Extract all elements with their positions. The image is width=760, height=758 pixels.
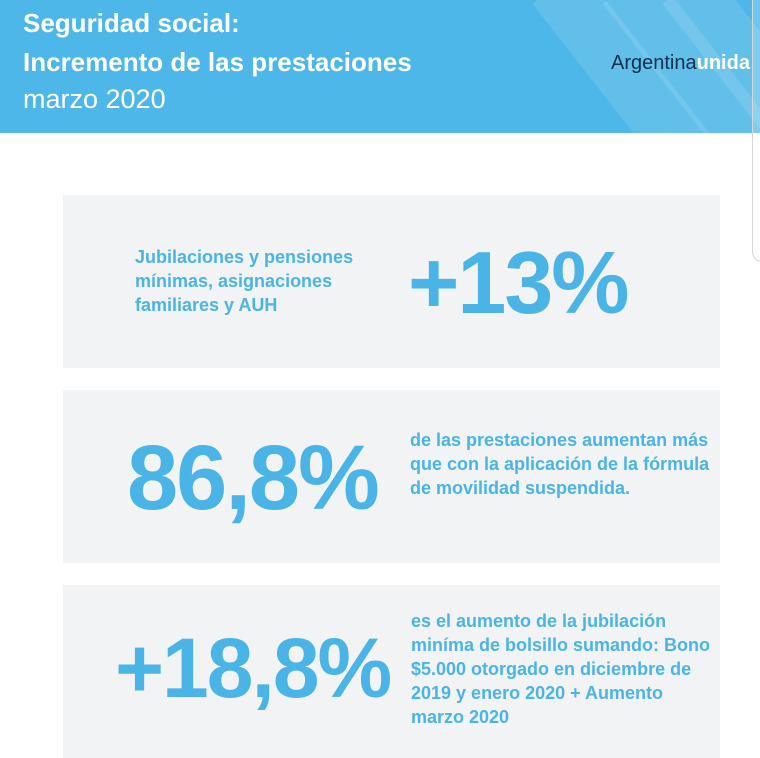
header-banner: Seguridad social: Incremento de las pres… (0, 0, 760, 133)
stat-description: Jubilaciones y pensiones mínimas, asigna… (135, 247, 354, 315)
stat-description: es el aumento de la jubilación miníma de… (411, 611, 711, 727)
subtitle: marzo 2020 (23, 84, 166, 114)
stat-description: de las prestaciones aumentan más que con… (410, 430, 710, 498)
logo-part1: Argentina (611, 52, 697, 74)
logo: Argentinaunida (611, 52, 750, 75)
logo-part2: unida (696, 52, 750, 74)
stat-value: +13% (408, 233, 630, 332)
stat-value: 86,8% (127, 427, 380, 529)
stat-card-1: Jubilaciones y pensiones mínimas, asigna… (63, 195, 720, 368)
stat-value: +18,8% (115, 621, 392, 715)
edge-panel-handle[interactable] (752, 0, 760, 262)
stat-card-2: 86,8% de las prestaciones aumentan más q… (63, 390, 720, 563)
title-line2: Incremento de las prestaciones (23, 47, 412, 77)
stat-card-3: +18,8% es el aumento de la jubilación mi… (63, 585, 720, 758)
title-line1: Seguridad social: (23, 8, 240, 38)
